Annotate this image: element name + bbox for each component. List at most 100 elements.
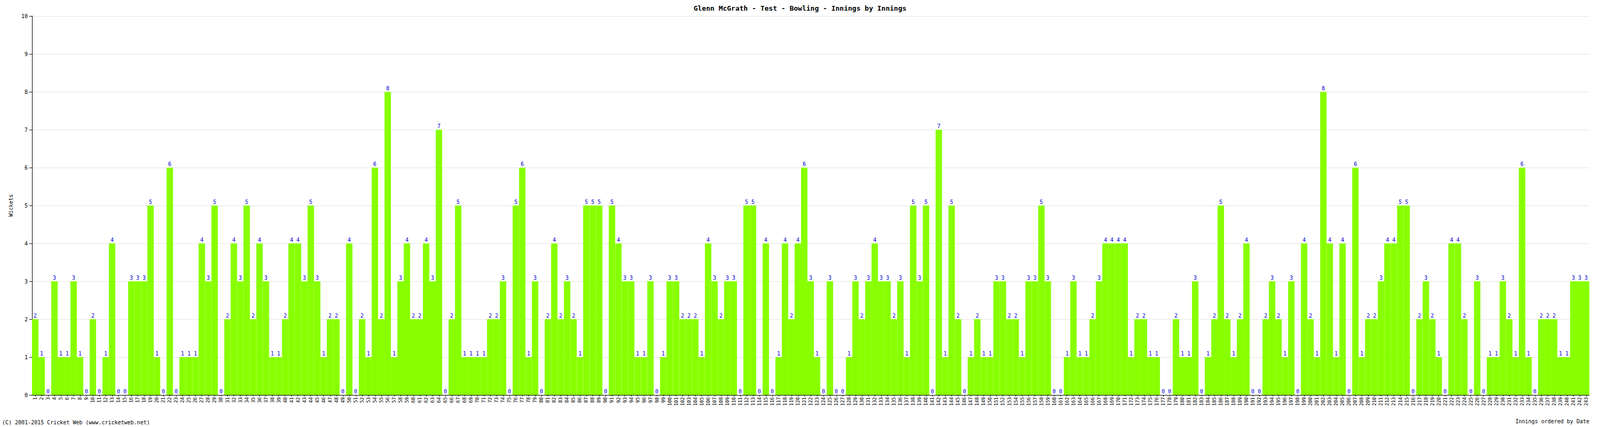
svg-text:156: 156 — [1026, 396, 1032, 406]
svg-text:0: 0 — [341, 388, 345, 395]
svg-text:17: 17 — [134, 396, 141, 403]
svg-text:158: 158 — [1038, 396, 1045, 406]
svg-text:2: 2 — [571, 312, 575, 319]
svg-text:1: 1 — [1488, 350, 1492, 357]
svg-text:56: 56 — [385, 396, 391, 403]
svg-text:26: 26 — [192, 396, 198, 403]
svg-text:2: 2 — [1238, 312, 1242, 319]
svg-text:3: 3 — [629, 274, 634, 281]
svg-text:4: 4 — [232, 236, 236, 243]
svg-text:3: 3 — [533, 274, 537, 281]
svg-text:163: 163 — [1070, 396, 1077, 406]
svg-text:69: 69 — [468, 396, 474, 403]
svg-text:1: 1 — [1206, 350, 1210, 357]
svg-text:61: 61 — [417, 396, 423, 403]
svg-text:207: 207 — [1352, 396, 1358, 406]
svg-text:3: 3 — [1046, 274, 1050, 281]
svg-text:104: 104 — [692, 396, 699, 406]
svg-text:0: 0 — [841, 388, 845, 395]
svg-text:238: 238 — [1551, 396, 1557, 406]
svg-text:242: 242 — [1577, 396, 1583, 406]
svg-text:4: 4 — [1244, 236, 1248, 243]
svg-text:100: 100 — [667, 396, 673, 406]
svg-text:4: 4 — [258, 236, 262, 243]
svg-text:0: 0 — [603, 388, 607, 395]
svg-text:1: 1 — [1084, 350, 1088, 357]
svg-text:5: 5 — [584, 198, 588, 205]
svg-text:73: 73 — [493, 396, 500, 403]
svg-text:4: 4 — [200, 236, 204, 243]
svg-text:240: 240 — [1564, 396, 1570, 406]
svg-text:43: 43 — [301, 396, 308, 403]
svg-text:3: 3 — [674, 274, 678, 281]
svg-text:120: 120 — [795, 396, 801, 406]
svg-text:3: 3 — [1379, 274, 1383, 281]
svg-text:172: 172 — [1128, 396, 1134, 406]
svg-text:5: 5 — [1398, 198, 1402, 205]
svg-text:2: 2 — [251, 312, 255, 319]
svg-text:48: 48 — [333, 396, 340, 403]
svg-text:70: 70 — [474, 396, 480, 403]
svg-text:237: 237 — [1545, 396, 1551, 406]
svg-text:2: 2 — [1546, 312, 1550, 319]
svg-text:221: 221 — [1442, 396, 1448, 406]
svg-text:84: 84 — [564, 396, 570, 403]
svg-text:2: 2 — [1276, 312, 1280, 319]
svg-text:0: 0 — [770, 388, 774, 395]
svg-text:25: 25 — [186, 396, 192, 403]
svg-text:4: 4 — [706, 236, 710, 243]
svg-text:0: 0 — [962, 388, 966, 395]
svg-text:79: 79 — [532, 396, 538, 403]
svg-text:192: 192 — [1256, 396, 1262, 406]
svg-text:0: 0 — [84, 388, 88, 395]
svg-text:151: 151 — [993, 396, 999, 406]
svg-text:3: 3 — [398, 274, 403, 281]
svg-text:140: 140 — [923, 396, 929, 406]
svg-text:3: 3 — [206, 274, 210, 281]
svg-text:166: 166 — [1090, 396, 1096, 406]
svg-text:3: 3 — [1584, 274, 1588, 281]
svg-text:0: 0 — [507, 388, 511, 395]
svg-text:80: 80 — [538, 396, 544, 403]
svg-text:1: 1 — [1334, 350, 1338, 357]
svg-text:176: 176 — [1154, 396, 1160, 406]
svg-text:8: 8 — [24, 89, 28, 95]
svg-text:216: 216 — [1410, 396, 1416, 406]
svg-text:1: 1 — [1565, 350, 1569, 357]
svg-text:198: 198 — [1294, 396, 1301, 406]
svg-text:7: 7 — [70, 396, 77, 400]
svg-text:4: 4 — [1104, 236, 1108, 243]
svg-text:2: 2 — [379, 312, 383, 319]
svg-text:3: 3 — [649, 274, 653, 281]
svg-text:2: 2 — [1462, 312, 1467, 319]
svg-text:87: 87 — [583, 396, 589, 403]
svg-text:4: 4 — [616, 236, 620, 243]
svg-text:0: 0 — [738, 388, 742, 395]
svg-text:2: 2 — [494, 312, 499, 319]
svg-text:(C) 2001-2015 Cricket Web (www: (C) 2001-2015 Cricket Web (www.cricketwe… — [2, 419, 150, 426]
svg-text:3: 3 — [264, 274, 268, 281]
svg-text:97: 97 — [648, 396, 654, 403]
svg-text:211: 211 — [1378, 396, 1384, 406]
svg-text:209: 209 — [1365, 396, 1371, 406]
svg-text:3: 3 — [1424, 274, 1428, 281]
svg-text:7: 7 — [24, 126, 28, 133]
svg-text:3: 3 — [1475, 274, 1479, 281]
svg-text:225: 225 — [1468, 396, 1474, 406]
svg-text:91: 91 — [609, 396, 615, 403]
svg-text:0: 0 — [1469, 388, 1473, 395]
svg-text:1: 1 — [366, 350, 371, 357]
svg-text:5: 5 — [1040, 198, 1044, 205]
svg-text:22: 22 — [166, 396, 173, 403]
svg-text:0: 0 — [174, 388, 178, 395]
svg-text:162: 162 — [1064, 396, 1070, 406]
svg-text:108: 108 — [718, 396, 724, 406]
svg-text:236: 236 — [1538, 396, 1544, 406]
svg-text:71: 71 — [481, 396, 487, 403]
svg-text:174: 174 — [1141, 396, 1147, 406]
svg-text:2: 2 — [1142, 312, 1146, 319]
svg-text:1: 1 — [78, 350, 82, 357]
svg-text:173: 173 — [1134, 396, 1141, 406]
svg-text:39: 39 — [276, 396, 282, 403]
svg-text:57: 57 — [391, 396, 397, 403]
